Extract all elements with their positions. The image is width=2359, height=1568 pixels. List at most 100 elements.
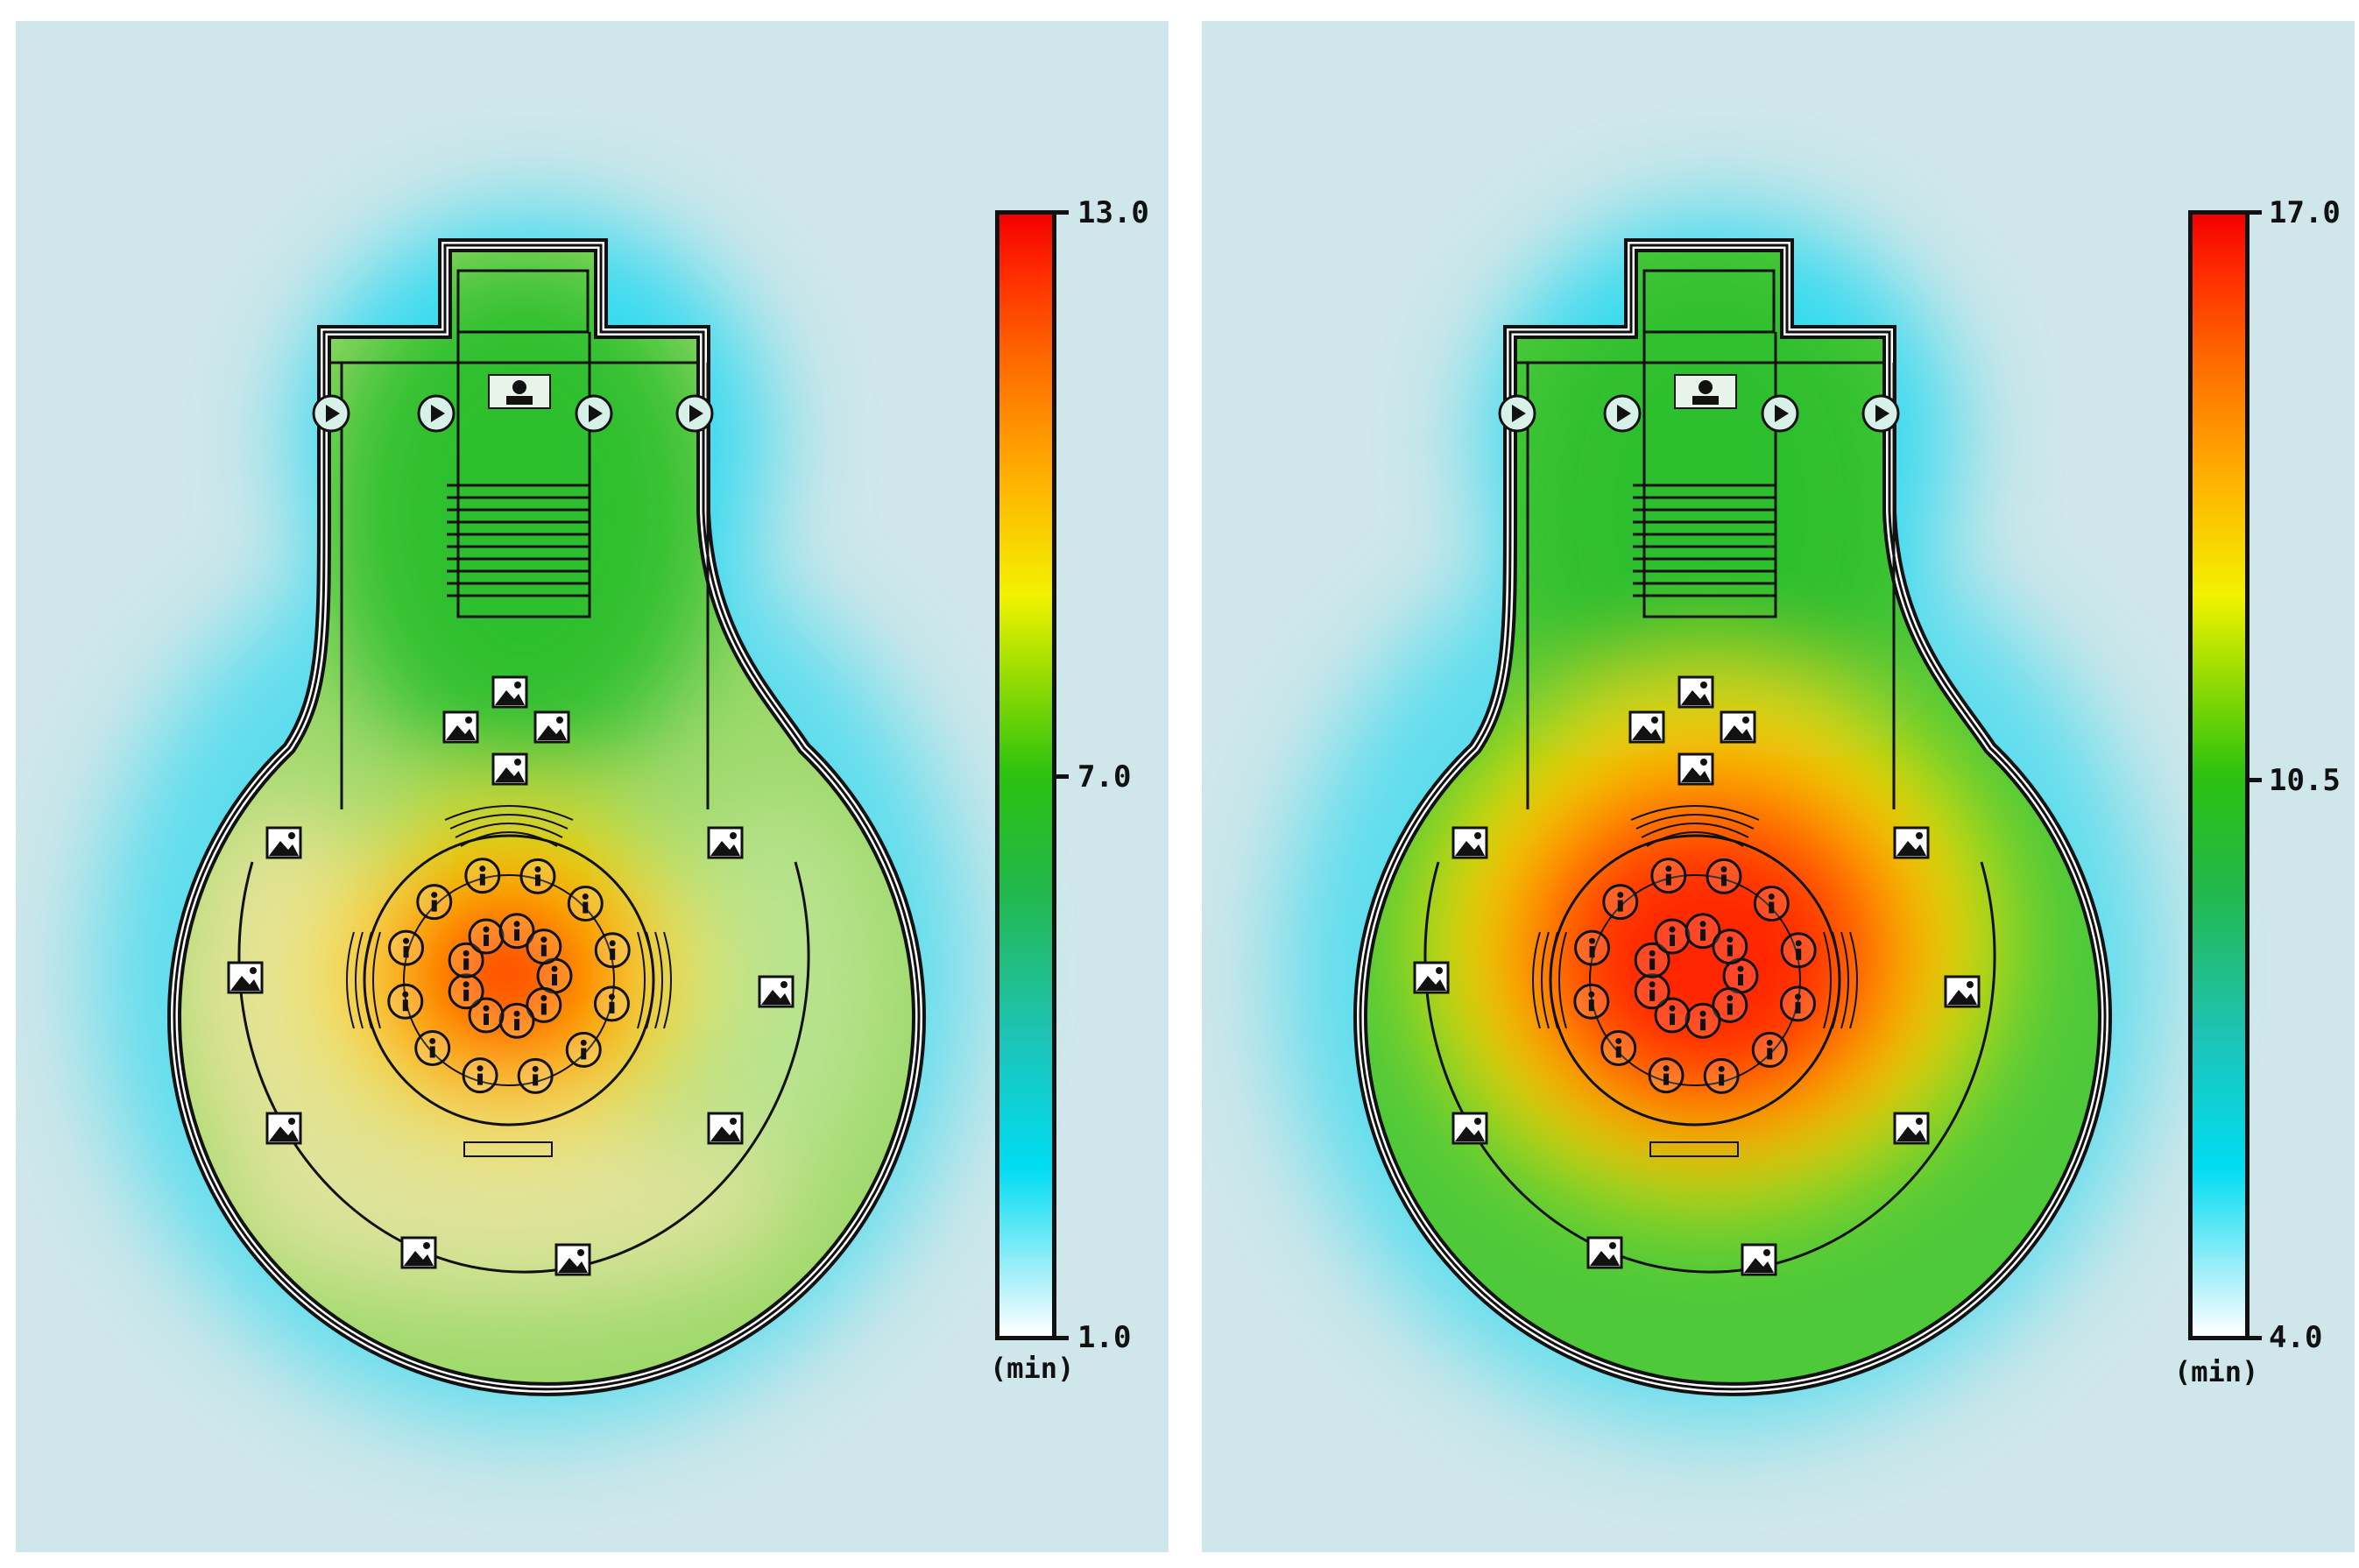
info-icon [1780, 932, 1817, 969]
colorbar-max-label: 17.0 [2269, 195, 2341, 230]
info-icon [416, 884, 453, 921]
picture-icon [1586, 1236, 1623, 1269]
colorbar-tick-min [1056, 1336, 1069, 1340]
info-icon [1648, 1057, 1684, 1094]
picture-icon [1893, 826, 1930, 859]
desk-icon [1674, 374, 1737, 409]
picture-icon [1741, 1243, 1777, 1276]
picture-icon [707, 826, 744, 859]
rotunda-inner [403, 874, 615, 1086]
info-icon [1684, 913, 1721, 950]
info-icon [414, 1029, 451, 1066]
rotunda-arches [1532, 805, 1858, 1029]
info-icon [1573, 983, 1610, 1020]
stairs [447, 484, 590, 597]
picture-icon [1677, 752, 1714, 786]
info-icon [448, 973, 484, 1010]
picture-icon [1893, 1112, 1930, 1145]
info-icon [517, 1057, 554, 1094]
picture-icon [1451, 1112, 1488, 1145]
info-icon [526, 986, 562, 1023]
info-icon [464, 858, 501, 894]
colorbar-unit-label: (min) [2174, 1355, 2259, 1388]
info-icon [1712, 986, 1748, 1023]
picture-icon [265, 826, 302, 859]
colorbar-right [2188, 210, 2250, 1340]
picture-icon [491, 752, 528, 786]
picture-icon [1677, 675, 1714, 709]
info-icon [1753, 886, 1790, 922]
colorbar-min-label: 1.0 [1077, 1320, 1132, 1355]
info-icon [1650, 858, 1687, 894]
corridor-wall [456, 332, 591, 618]
rotunda-steps [1649, 1141, 1739, 1157]
colorbar-tick-max [1056, 210, 1069, 215]
visitor-route [1423, 861, 1996, 1274]
rotunda-inner [1589, 874, 1801, 1086]
entrance-room [1642, 269, 1776, 334]
info-icon [498, 913, 535, 950]
info-icon [1574, 929, 1611, 966]
info-icon [565, 1031, 602, 1068]
info-icon [1634, 942, 1670, 978]
play-icon [1761, 394, 1799, 433]
info-icon [593, 985, 630, 1022]
picture-icon [758, 975, 795, 1008]
play-icon [575, 394, 613, 433]
info-icon [1654, 918, 1691, 955]
colorbar-mid-label: 10.5 [2269, 763, 2341, 798]
info-icon [1602, 884, 1639, 921]
picture-icon [491, 675, 528, 709]
colorbar-tick-mid [1056, 774, 1069, 779]
info-icon [388, 929, 425, 966]
info-icon [1751, 1031, 1788, 1068]
info-icon [1600, 1029, 1637, 1066]
rotunda-arches [346, 805, 672, 1029]
info-icon [448, 942, 484, 978]
play-icon [312, 394, 350, 433]
info-icon [1654, 997, 1691, 1034]
picture-icon [265, 1112, 302, 1145]
picture-icon [1720, 710, 1756, 744]
floor-plan-heatmap-right [1281, 214, 2157, 1427]
info-icon [519, 858, 556, 894]
info-icon [1634, 973, 1670, 1010]
info-icon [526, 929, 562, 965]
desk-icon [488, 374, 551, 409]
info-icon [462, 1057, 498, 1094]
floor-plan-heatmap-left [95, 214, 971, 1427]
info-icon [1684, 1002, 1721, 1039]
entrance-room [456, 269, 590, 334]
rotunda-steps [463, 1141, 553, 1157]
info-icon [1703, 1057, 1740, 1094]
play-icon [1498, 394, 1536, 433]
picture-icon [1451, 826, 1488, 859]
info-icon [498, 1002, 535, 1039]
visitor-route [237, 861, 810, 1274]
info-icon [1712, 929, 1748, 965]
picture-icon [442, 710, 479, 744]
colorbar-unit-label: (min) [990, 1352, 1075, 1385]
play-icon [417, 394, 456, 433]
picture-icon [227, 961, 264, 994]
info-icon [387, 983, 424, 1020]
colorbar-tick-mid [2250, 778, 2262, 782]
info-icon [468, 997, 505, 1034]
colorbar-left [995, 210, 1056, 1340]
info-icon [1706, 858, 1742, 894]
heatmap-panel-left: 13.0 7.0 1.0 (min) [16, 21, 1169, 1552]
info-icon [594, 932, 631, 969]
corridor-wall [1642, 332, 1777, 618]
colorbar-tick-min [2250, 1336, 2262, 1340]
picture-icon [707, 1112, 744, 1145]
colorbar-min-label: 4.0 [2269, 1320, 2323, 1355]
play-icon [1861, 394, 1900, 433]
info-icon [567, 886, 604, 922]
picture-icon [533, 710, 570, 744]
stairs [1633, 484, 1776, 597]
colorbar-max-label: 13.0 [1077, 195, 1149, 230]
inner-wall [1517, 361, 1896, 809]
inner-wall [331, 361, 710, 809]
picture-icon [1413, 961, 1450, 994]
colorbar-mid-label: 7.0 [1077, 759, 1132, 795]
